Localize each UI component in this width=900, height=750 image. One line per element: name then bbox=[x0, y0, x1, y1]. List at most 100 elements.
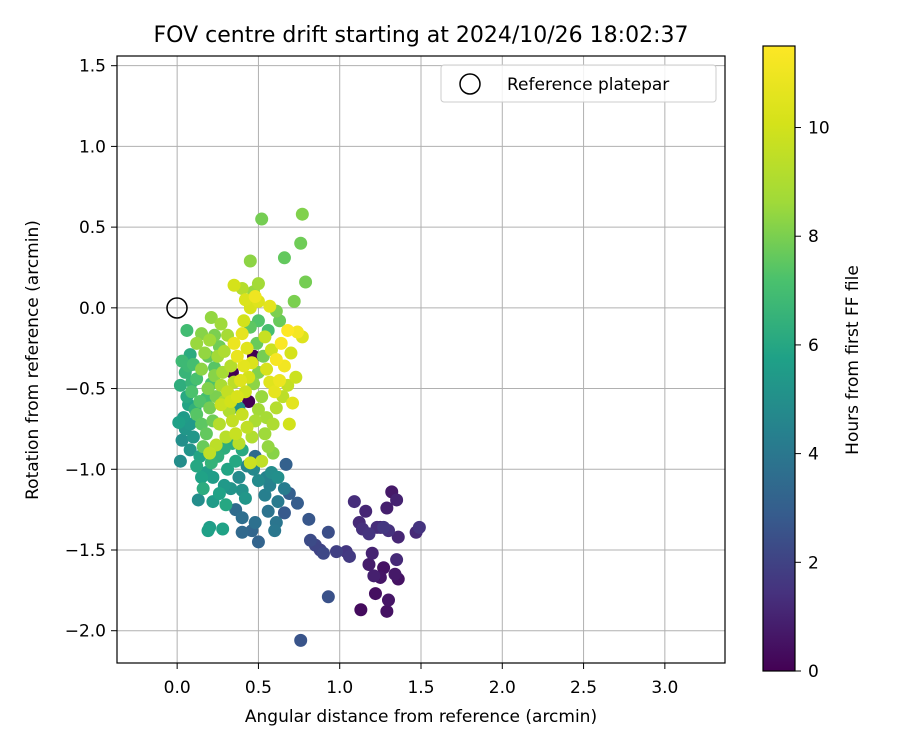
scatter-point bbox=[219, 498, 233, 512]
reference-point-marker bbox=[166, 297, 188, 319]
scatter-point bbox=[235, 407, 249, 421]
scatter-point bbox=[229, 427, 243, 441]
x-tick-label: 3.0 bbox=[651, 678, 678, 698]
scatter-point bbox=[282, 417, 296, 431]
scatter-point bbox=[269, 401, 283, 415]
scatter-point bbox=[248, 290, 262, 304]
scatter-point bbox=[281, 323, 295, 337]
y-tick-label: −1.5 bbox=[65, 541, 106, 561]
legend: Reference platepar bbox=[440, 64, 717, 103]
scatter-point bbox=[299, 275, 313, 289]
y-tick-label: −0.5 bbox=[65, 380, 106, 400]
scatter-point bbox=[195, 417, 209, 431]
scatter-point bbox=[302, 512, 316, 526]
scatter-point bbox=[190, 336, 204, 350]
scatter-point bbox=[258, 330, 272, 344]
scatter-point bbox=[235, 327, 249, 341]
scatter-point bbox=[388, 567, 402, 581]
scatter-point bbox=[173, 454, 187, 468]
scatter-point bbox=[294, 633, 308, 647]
scatter-point bbox=[234, 373, 248, 387]
colorbar-tick-label: 0 bbox=[808, 662, 819, 682]
scatter-point bbox=[380, 501, 394, 515]
scatter-point bbox=[391, 530, 405, 544]
scatter-point bbox=[271, 470, 285, 484]
scatter-point bbox=[251, 277, 265, 291]
scatter-point bbox=[173, 378, 187, 392]
scatter-point bbox=[172, 415, 186, 429]
scatter-point bbox=[365, 546, 379, 560]
colorbar-label: Hours from first FF file bbox=[843, 265, 863, 455]
scatter-point bbox=[238, 491, 252, 505]
scatter-point bbox=[284, 346, 298, 360]
scatter-point bbox=[230, 349, 244, 363]
scatter-point bbox=[279, 457, 293, 471]
scatter-point bbox=[258, 488, 272, 502]
scatter-point bbox=[354, 603, 368, 617]
scatter-point bbox=[248, 516, 262, 530]
scatter-point bbox=[251, 535, 265, 549]
scatter-point bbox=[271, 495, 285, 509]
scatter-point bbox=[290, 325, 304, 339]
x-tick-label: 0.0 bbox=[164, 678, 191, 698]
scatter-point bbox=[217, 344, 231, 358]
scatter-point bbox=[266, 417, 280, 431]
scatter-point bbox=[237, 359, 251, 373]
y-axis-label: Rotation from reference (arcmin) bbox=[23, 220, 43, 500]
scatter-point bbox=[268, 524, 282, 538]
scatter-point bbox=[237, 314, 251, 328]
scatter-point bbox=[251, 403, 265, 417]
scatter-point bbox=[264, 343, 278, 357]
scatter-point bbox=[195, 470, 209, 484]
scatter-point bbox=[380, 604, 394, 618]
x-tick-label: 1.0 bbox=[326, 678, 353, 698]
scatter-point bbox=[269, 353, 283, 366]
scatter-point bbox=[227, 278, 241, 292]
colorbar-tick-label: 10 bbox=[808, 119, 830, 139]
scatter-point bbox=[201, 524, 215, 538]
scatter-point bbox=[412, 520, 426, 534]
scatter-point bbox=[273, 373, 287, 387]
chart-title: FOV centre drift starting at 2024/10/26 … bbox=[154, 23, 689, 48]
legend-entry-reference-platepar: Reference platepar bbox=[507, 75, 669, 95]
scatter-point bbox=[368, 587, 382, 601]
scatter-point bbox=[238, 293, 252, 307]
y-tick-label: −1.0 bbox=[65, 460, 106, 480]
scatter-point bbox=[277, 251, 291, 265]
x-axis-ticks: 0.0 0.5 1.0 1.5 2.0 2.5 3.0 bbox=[164, 663, 678, 698]
colorbar-ticks: 0 2 4 6 8 10 bbox=[795, 119, 830, 682]
scatter-point bbox=[224, 359, 238, 373]
scatter-point bbox=[274, 336, 288, 350]
scatter-point bbox=[204, 456, 218, 470]
scatter-point bbox=[303, 533, 317, 547]
scatter-point bbox=[180, 323, 194, 337]
y-tick-label: −2.0 bbox=[65, 622, 106, 642]
colorbar-tick-label: 6 bbox=[808, 336, 819, 356]
scatter-point bbox=[377, 520, 391, 534]
scatter-point bbox=[243, 254, 257, 268]
scatter-point bbox=[214, 317, 228, 331]
colorbar-tick-label: 8 bbox=[808, 227, 819, 247]
scatter-point bbox=[263, 299, 277, 313]
scatter-point bbox=[175, 433, 189, 447]
scatter-point bbox=[263, 375, 277, 389]
scatter-point bbox=[362, 558, 376, 572]
scatter-point bbox=[390, 493, 404, 507]
y-tick-label: 0.5 bbox=[79, 218, 106, 238]
scatter-point bbox=[195, 362, 209, 376]
scatter-point bbox=[216, 522, 230, 536]
scatter-point bbox=[235, 511, 249, 525]
scatter-point bbox=[183, 443, 197, 457]
x-axis-label: Angular distance from reference (arcmin) bbox=[245, 707, 597, 727]
scatter-point bbox=[190, 372, 204, 386]
scatter-point bbox=[212, 486, 226, 500]
scatter-point bbox=[260, 362, 274, 376]
scatter-point bbox=[240, 420, 254, 434]
scatter-point bbox=[196, 482, 210, 496]
scatter-point bbox=[203, 333, 217, 347]
scatter-point bbox=[277, 482, 291, 496]
scatter-point bbox=[243, 456, 257, 470]
scatter-point bbox=[381, 593, 395, 607]
scatter-point bbox=[240, 341, 254, 355]
scatter-point bbox=[347, 495, 361, 509]
